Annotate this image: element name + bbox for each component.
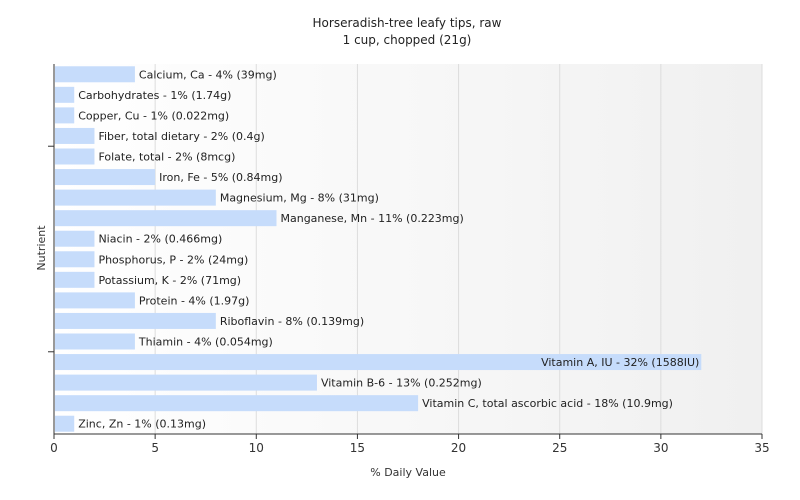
bars	[55, 66, 702, 432]
bar-label: Zinc, Zn - 1% (0.13mg)	[78, 418, 206, 431]
bar-label: Magnesium, Mg - 8% (31mg)	[220, 192, 379, 205]
bar	[55, 86, 75, 103]
x-tick-label: 35	[754, 441, 769, 455]
bar	[55, 333, 135, 350]
x-tick-label: 0	[50, 441, 58, 455]
x-tick-label: 25	[552, 441, 567, 455]
bar	[55, 395, 419, 412]
plot-area	[54, 64, 762, 434]
bar-label: Protein - 4% (1.97g)	[139, 294, 250, 307]
bar-label: Copper, Cu - 1% (0.022mg)	[78, 109, 229, 122]
bar-label: Manganese, Mn - 11% (0.223mg)	[281, 212, 464, 225]
plot-background	[54, 64, 762, 434]
bar-label: Vitamin A, IU - 32% (1588IU)	[541, 356, 699, 369]
bar	[55, 148, 95, 165]
bar-label: Phosphorus, P - 2% (24mg)	[98, 253, 248, 266]
bar	[55, 127, 95, 144]
bar	[55, 271, 95, 288]
y-axis-label: Nutrient	[35, 225, 48, 271]
bar	[55, 292, 135, 309]
x-tick-label: 30	[653, 441, 668, 455]
bar-label: Riboflavin - 8% (0.139mg)	[220, 315, 364, 328]
bar-label: Fiber, total dietary - 2% (0.4g)	[98, 130, 264, 143]
x-axis-ticks: 0 5 10 15 20 25 30 35	[50, 434, 770, 455]
x-tick-label: 10	[249, 441, 264, 455]
bar-label: Folate, total - 2% (8mcg)	[98, 151, 235, 164]
x-axis-label: % Daily Value	[370, 466, 446, 479]
chart-title: Horseradish-tree leafy tips, raw	[313, 16, 502, 30]
grid-lines	[154, 64, 763, 434]
bar-label: Vitamin C, total ascorbic acid - 18% (10…	[422, 397, 673, 410]
x-tick-label: 5	[151, 441, 159, 455]
bar	[55, 230, 95, 247]
bar	[55, 312, 216, 329]
bar-label: Vitamin B-6 - 13% (0.252mg)	[321, 377, 482, 390]
bar	[55, 251, 95, 268]
bar	[55, 169, 156, 186]
axes	[48, 64, 762, 435]
bar-label: Thiamin - 4% (0.054mg)	[138, 336, 273, 349]
bar	[55, 210, 277, 227]
bar-label: Niacin - 2% (0.466mg)	[98, 233, 222, 246]
bar	[55, 354, 702, 371]
x-tick-label: 15	[350, 441, 365, 455]
bar	[55, 189, 216, 206]
bar	[55, 66, 135, 83]
bar-label: Iron, Fe - 5% (0.84mg)	[159, 171, 282, 184]
bar-label: Carbohydrates - 1% (1.74g)	[78, 89, 231, 102]
bar-label: Potassium, K - 2% (71mg)	[98, 274, 241, 287]
bar	[55, 107, 75, 124]
x-tick-label: 20	[451, 441, 466, 455]
bar-label: Calcium, Ca - 4% (39mg)	[139, 68, 277, 81]
bar-labels: Calcium, Ca - 4% (39mg) Carbohydrates - 1…	[78, 68, 699, 430]
chart-subtitle: 1 cup, chopped (21g)	[343, 33, 472, 47]
bar	[55, 374, 317, 391]
bar	[55, 415, 75, 432]
